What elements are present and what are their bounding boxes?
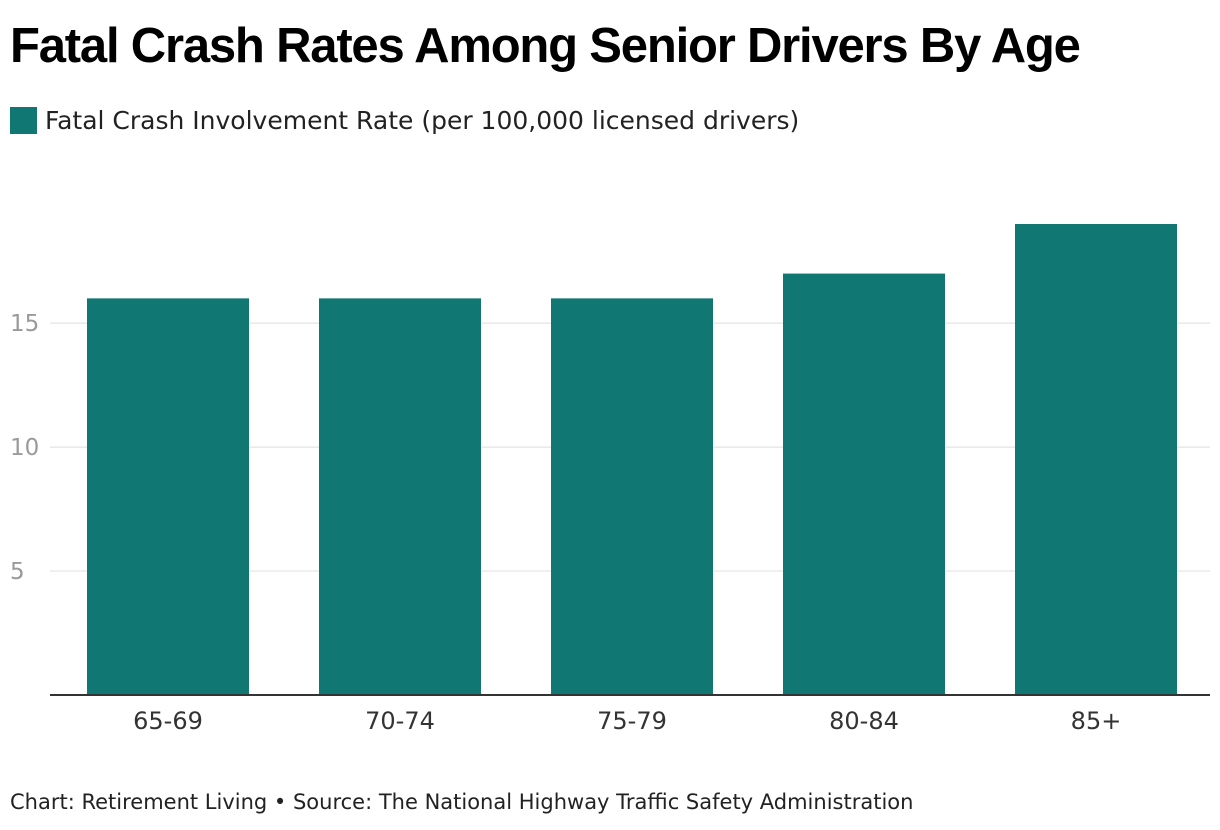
y-tick-label: 15 bbox=[10, 311, 39, 337]
x-tick-label: 80-84 bbox=[829, 707, 899, 735]
chart-footer: Chart: Retirement Living • Source: The N… bbox=[10, 790, 914, 814]
legend-swatch bbox=[10, 107, 37, 134]
legend: Fatal Crash Involvement Rate (per 100,00… bbox=[10, 106, 799, 135]
x-tick-label: 70-74 bbox=[365, 707, 435, 735]
y-tick-label: 10 bbox=[10, 435, 39, 461]
x-tick-label: 65-69 bbox=[133, 707, 203, 735]
bar-75-79 bbox=[551, 298, 713, 695]
bar-65-69 bbox=[87, 298, 249, 695]
bar-85+ bbox=[1015, 224, 1177, 695]
x-tick-label: 85+ bbox=[1071, 707, 1122, 735]
y-tick-label: 5 bbox=[10, 559, 25, 585]
bar-70-74 bbox=[319, 298, 481, 695]
bar-80-84 bbox=[783, 273, 945, 695]
chart-title: Fatal Crash Rates Among Senior Drivers B… bbox=[10, 19, 1081, 73]
x-tick-label: 75-79 bbox=[597, 707, 667, 735]
legend-label: Fatal Crash Involvement Rate (per 100,00… bbox=[45, 106, 800, 135]
